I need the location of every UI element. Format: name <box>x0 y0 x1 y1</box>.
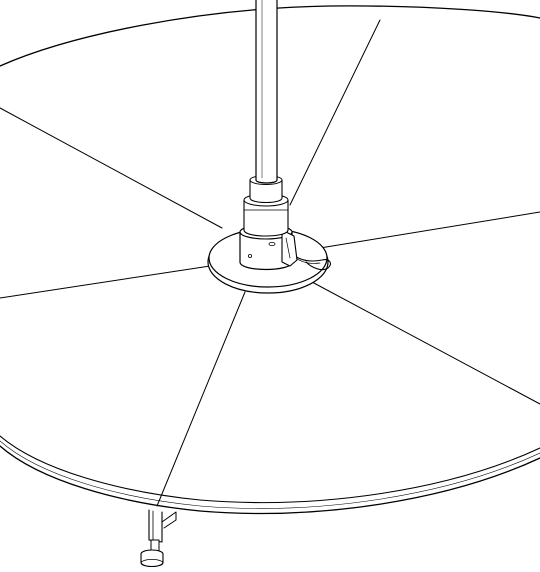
bracket-brace <box>161 511 177 529</box>
disc-top-surface-edge <box>0 5 540 67</box>
disc-top <box>0 5 540 515</box>
disc-rim-edge-lower <box>0 445 540 515</box>
leg-bracket <box>148 509 177 543</box>
disc-rim-shadow-line <box>0 440 540 509</box>
collar-upper <box>249 179 283 204</box>
lever-grip-line <box>285 237 291 259</box>
seam-upper-right <box>289 19 381 206</box>
housing-screw-right <box>268 241 276 246</box>
disc-rim-edge-upper <box>0 435 540 504</box>
seam-upper-left <box>0 107 223 229</box>
pole-collar <box>243 175 289 237</box>
segment-seams <box>0 19 540 507</box>
lever-body <box>281 229 298 267</box>
seam-left <box>0 265 211 299</box>
bracket-body <box>148 509 163 543</box>
leveling-foot <box>140 539 164 568</box>
seam-lower-right <box>311 281 540 405</box>
housing-screw-left <box>247 253 252 258</box>
pole-shaft <box>255 0 278 184</box>
collar-lower <box>243 199 289 237</box>
vertical-pole <box>255 0 278 184</box>
seam-right <box>319 211 540 249</box>
seam-lower <box>156 291 246 507</box>
tether-cable <box>289 251 331 271</box>
foot-pad-base <box>140 559 164 568</box>
locking-lever <box>281 229 298 267</box>
